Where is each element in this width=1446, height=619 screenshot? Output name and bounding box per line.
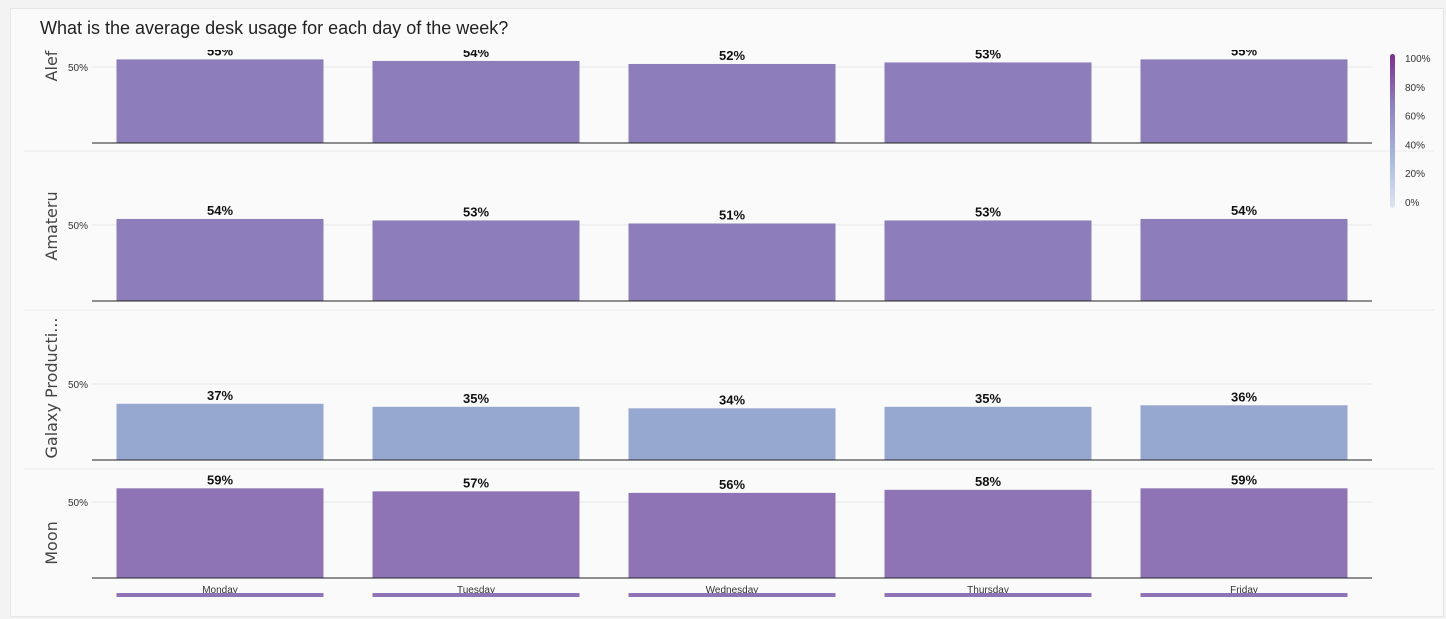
bar[interactable]: [372, 491, 580, 578]
next-row-bar-peek: [628, 593, 836, 597]
bar[interactable]: [1140, 488, 1348, 578]
bar[interactable]: [116, 488, 324, 578]
x-category-label: Tuesday: [457, 585, 495, 596]
data-label: 54%: [1231, 203, 1257, 218]
row-label: Moon: [42, 521, 61, 565]
data-label: 35%: [975, 391, 1001, 406]
data-label: 53%: [975, 204, 1001, 219]
bar[interactable]: [372, 406, 580, 460]
x-category-label: Friday: [1230, 585, 1258, 596]
data-label: 56%: [719, 477, 745, 492]
data-label: 52%: [719, 48, 745, 63]
next-row-bar-peek: [884, 593, 1092, 597]
row-label: Galaxy Producti...: [42, 318, 61, 459]
bar[interactable]: [884, 406, 1092, 460]
color-scale-tick: 20%: [1405, 169, 1425, 180]
data-label: 59%: [207, 472, 233, 487]
color-scale-tick: 60%: [1405, 112, 1425, 123]
data-label: 54%: [207, 203, 233, 218]
color-scale-bar: [1390, 54, 1395, 208]
y-tick-label: 50%: [68, 221, 88, 232]
row-label: Alef: [42, 50, 61, 81]
bar[interactable]: [1140, 218, 1348, 301]
x-category-label: Wednesday: [706, 585, 759, 596]
bar[interactable]: [884, 220, 1092, 301]
top-clip-mask: [24, 44, 1384, 50]
next-row-bar-peek: [116, 593, 324, 597]
y-tick-label: 50%: [68, 380, 88, 391]
bar[interactable]: [116, 403, 324, 460]
data-label: 58%: [975, 474, 1001, 489]
bar[interactable]: [628, 408, 836, 460]
y-tick-label: 50%: [68, 63, 88, 74]
next-row-bar-peek: [1140, 593, 1348, 597]
bar[interactable]: [116, 218, 324, 301]
bar[interactable]: [628, 63, 836, 143]
data-label: 35%: [463, 391, 489, 406]
color-scale-tick: 0%: [1405, 198, 1420, 209]
color-scale-tick: 80%: [1405, 83, 1425, 94]
bar[interactable]: [372, 220, 580, 301]
data-label: 53%: [975, 46, 1001, 61]
data-label: 53%: [463, 204, 489, 219]
data-label: 51%: [719, 207, 745, 222]
x-category-label: Thursday: [967, 585, 1009, 596]
bar[interactable]: [372, 60, 580, 143]
data-label: 59%: [1231, 472, 1257, 487]
color-scale-tick: 40%: [1405, 140, 1425, 151]
chart-title: What is the average desk usage for each …: [40, 18, 509, 38]
bar[interactable]: [1140, 59, 1348, 143]
data-label: 36%: [1231, 389, 1257, 404]
data-label: 57%: [463, 475, 489, 490]
next-row-bar-peek: [372, 593, 580, 597]
y-tick-label: 50%: [68, 498, 88, 509]
bar[interactable]: [884, 489, 1092, 578]
data-label: 34%: [719, 392, 745, 407]
bar[interactable]: [628, 223, 836, 301]
x-category-label: Monday: [202, 585, 238, 596]
color-scale-tick: 100%: [1405, 54, 1431, 65]
bar[interactable]: [116, 59, 324, 143]
bar[interactable]: [884, 62, 1092, 143]
bar[interactable]: [1140, 405, 1348, 460]
row-label: Amateru: [42, 191, 61, 260]
bar[interactable]: [628, 492, 836, 578]
data-label: 37%: [207, 388, 233, 403]
